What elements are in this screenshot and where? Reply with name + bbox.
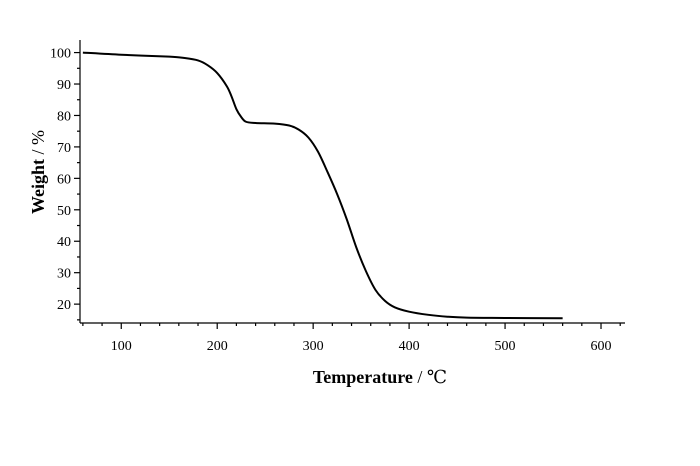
x-axis-label: Temperature bbox=[313, 367, 413, 387]
y-tick-label: 40 bbox=[57, 235, 71, 250]
x-tick-label: 600 bbox=[591, 339, 612, 354]
y-axis-label: Weight bbox=[28, 159, 48, 214]
y-axis-separator: / bbox=[28, 145, 48, 155]
axes bbox=[79, 40, 625, 324]
x-tick-label: 500 bbox=[495, 339, 516, 354]
y-tick-label: 80 bbox=[57, 109, 71, 124]
y-tick-label: 90 bbox=[57, 78, 71, 93]
x-axis-title: Temperature / ℃ bbox=[313, 367, 447, 387]
x-axis-separator: / bbox=[417, 367, 427, 387]
x-tick-label: 200 bbox=[207, 339, 228, 354]
y-tick-label: 70 bbox=[57, 141, 71, 156]
y-tick-label: 60 bbox=[57, 172, 71, 187]
y-axis-unit: % bbox=[28, 130, 48, 145]
svg-text:Weight / %: Weight / % bbox=[28, 130, 48, 214]
x-tick-label: 400 bbox=[399, 339, 420, 354]
x-tick-label: 100 bbox=[111, 339, 132, 354]
y-axis-title: Weight / % bbox=[28, 130, 48, 214]
y-tick-label: 20 bbox=[57, 298, 71, 313]
x-tick-label: 300 bbox=[303, 339, 324, 354]
y-tick-label: 30 bbox=[57, 267, 71, 282]
x-axis-unit: ℃ bbox=[427, 367, 447, 387]
y-tick-label: 100 bbox=[50, 47, 71, 62]
tick-labels: 100 200 300 400 500 600 20 30 40 50 60 70 80 90 100 bbox=[50, 47, 612, 354]
series bbox=[82, 51, 563, 320]
ticks bbox=[74, 51, 621, 329]
weight-curve bbox=[82, 51, 563, 320]
y-tick-label: 50 bbox=[57, 204, 71, 219]
